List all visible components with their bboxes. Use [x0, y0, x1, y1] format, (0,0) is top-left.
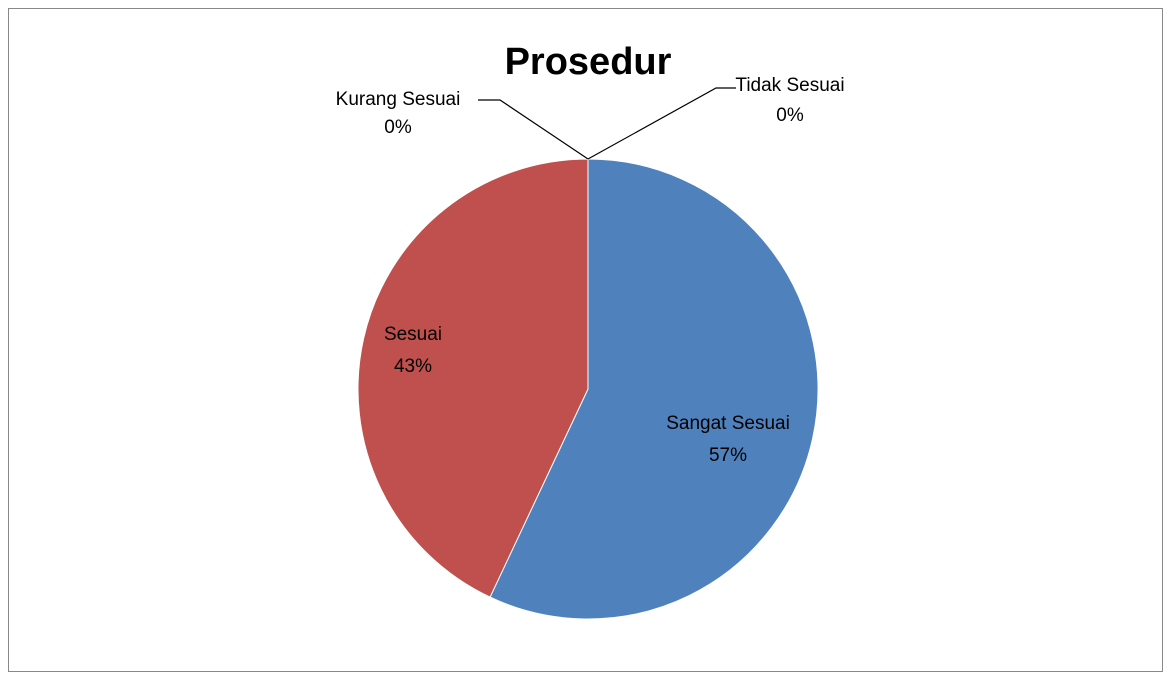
slice-value-label: 43%	[394, 356, 432, 377]
pie-slice	[489, 158, 819, 620]
slice-value-label: 0%	[776, 105, 804, 126]
leader-line	[587, 87, 736, 160]
slice-label: Tidak Sesuai	[735, 75, 844, 96]
slice-label: Sesuai	[384, 324, 442, 345]
leader-line	[478, 99, 589, 160]
slice-label: Sangat Sesuai	[666, 413, 790, 434]
slice-value-label: 0%	[384, 117, 412, 138]
slice-value-label: 57%	[709, 445, 747, 466]
chart-title: Prosedur	[505, 41, 672, 83]
pie-slice	[357, 158, 589, 598]
slice-label: Kurang Sesuai	[336, 89, 461, 110]
